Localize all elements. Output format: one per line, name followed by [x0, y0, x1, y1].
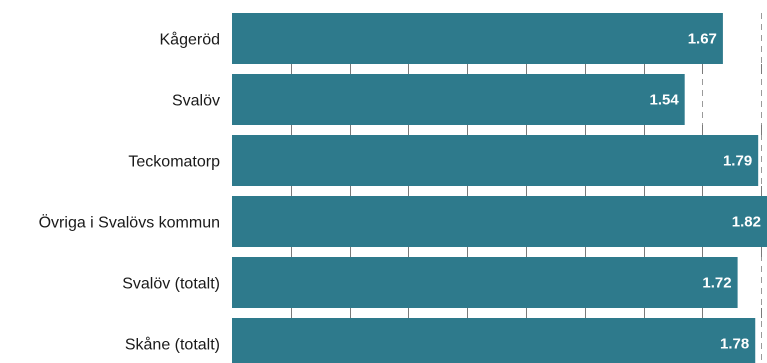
category-label-5: Svalöv (totalt) — [122, 276, 220, 293]
value-label-1: 1.67 — [688, 31, 717, 48]
category-label-4: Övriga i Svalövs kommun — [39, 214, 220, 232]
value-label-2: 1.54 — [649, 92, 679, 109]
value-label-4: 1.82 — [732, 214, 761, 231]
grid-lines — [291, 13, 762, 363]
bar-3 — [232, 135, 759, 186]
value-label-3: 1.79 — [723, 153, 752, 170]
category-label-2: Svalöv — [172, 93, 220, 110]
category-label-3: Teckomatorp — [128, 154, 220, 171]
bar-4 — [232, 196, 767, 247]
bars: 1.67 1.54 1.79 1.82 1.72 1.78 — [232, 13, 767, 363]
value-label-5: 1.72 — [702, 275, 731, 292]
bar-1 — [232, 13, 723, 64]
value-label-6: 1.78 — [720, 336, 749, 353]
category-labels: Kågeröd Svalöv Teckomatorp Övriga i Svalövs… — [39, 31, 220, 354]
category-label-1: Kågeröd — [160, 31, 221, 49]
bar-2 — [232, 74, 685, 125]
bar-6 — [232, 318, 756, 363]
category-label-6: Skåne (totalt) — [125, 336, 220, 354]
bar-5 — [232, 257, 738, 308]
